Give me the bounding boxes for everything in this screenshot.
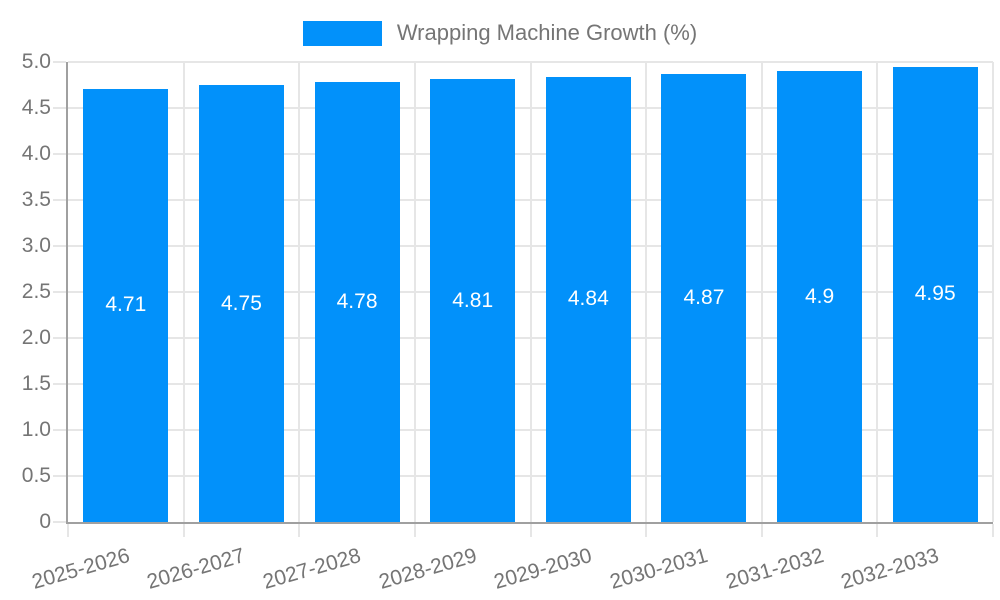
bar: 4.78 xyxy=(314,82,400,522)
y-axis-tick-label: 3.0 xyxy=(21,234,51,257)
bar-value-label: 4.81 xyxy=(452,288,494,312)
y-axis-tick-label: 1.5 xyxy=(21,372,51,395)
x-axis-tick xyxy=(182,524,185,537)
y-axis-tick xyxy=(53,153,66,155)
x-axis-tick xyxy=(645,524,648,537)
gridline-vertical xyxy=(760,62,763,522)
bar: 4.87 xyxy=(661,73,747,522)
x-axis-tick xyxy=(298,524,301,537)
gridline-vertical xyxy=(876,62,879,522)
y-axis-tick-label: 0.5 xyxy=(21,464,51,487)
y-axis-tick xyxy=(53,199,66,201)
legend-swatch xyxy=(302,20,382,46)
bar-value-label: 4.75 xyxy=(221,291,262,315)
bar-value-label: 4.78 xyxy=(336,290,378,314)
x-axis-tick xyxy=(413,524,416,537)
bar: 4.95 xyxy=(892,66,978,522)
y-axis-tick xyxy=(53,475,66,477)
bar-value-label: 4.71 xyxy=(105,293,147,317)
y-axis-tick xyxy=(53,521,66,523)
y-axis-tick-label: 2.0 xyxy=(21,326,51,349)
y-axis-tick-label: 3.5 xyxy=(21,188,51,211)
y-axis-line xyxy=(66,62,68,524)
gridline-vertical xyxy=(413,62,416,522)
y-axis-tick-label: 4.5 xyxy=(21,96,51,119)
y-axis-tick-label: 0 xyxy=(39,510,51,533)
bar: 4.84 xyxy=(545,76,631,522)
x-axis-tick xyxy=(876,524,879,537)
y-axis-tick xyxy=(53,429,66,431)
bar: 4.81 xyxy=(430,79,516,522)
legend: Wrapping Machine Growth (%) xyxy=(0,18,1000,48)
bar-value-label: 4.84 xyxy=(567,287,609,311)
y-axis-tick-label: 2.5 xyxy=(21,280,51,303)
bar: 4.75 xyxy=(198,85,284,522)
gridline-vertical xyxy=(529,62,532,522)
y-axis-tick-label: 1.0 xyxy=(21,418,51,441)
gridline-vertical xyxy=(298,62,301,522)
bar: 4.9 xyxy=(777,71,863,522)
y-axis-tick xyxy=(53,337,66,339)
legend-label: Wrapping Machine Growth (%) xyxy=(396,20,698,45)
x-axis-tick xyxy=(529,524,532,537)
y-axis-tick-label: 4.0 xyxy=(21,142,51,165)
x-axis-line xyxy=(66,522,993,524)
gridline-vertical xyxy=(992,62,994,522)
bar-value-label: 4.95 xyxy=(914,282,956,306)
y-axis-tick xyxy=(53,245,66,247)
gridline-vertical xyxy=(645,62,648,522)
y-axis-tick xyxy=(53,107,66,109)
y-axis-tick xyxy=(53,61,66,63)
x-axis-tick xyxy=(67,524,69,537)
y-axis-tick-label: 5.0 xyxy=(21,50,51,73)
bar-value-label: 4.9 xyxy=(804,284,835,308)
x-axis-tick xyxy=(992,524,994,537)
y-axis-tick xyxy=(53,383,66,385)
gridline-vertical xyxy=(182,62,185,522)
bar: 4.71 xyxy=(83,88,169,522)
plot-area: 4.71 4.75 4.78 4.81 4.84 4.87 4.9 4.95 0 0.5 1.0 1.… xyxy=(22,50,994,594)
x-axis-tick xyxy=(760,524,763,537)
y-axis-tick xyxy=(53,291,66,293)
bar-value-label: 4.87 xyxy=(683,285,725,309)
